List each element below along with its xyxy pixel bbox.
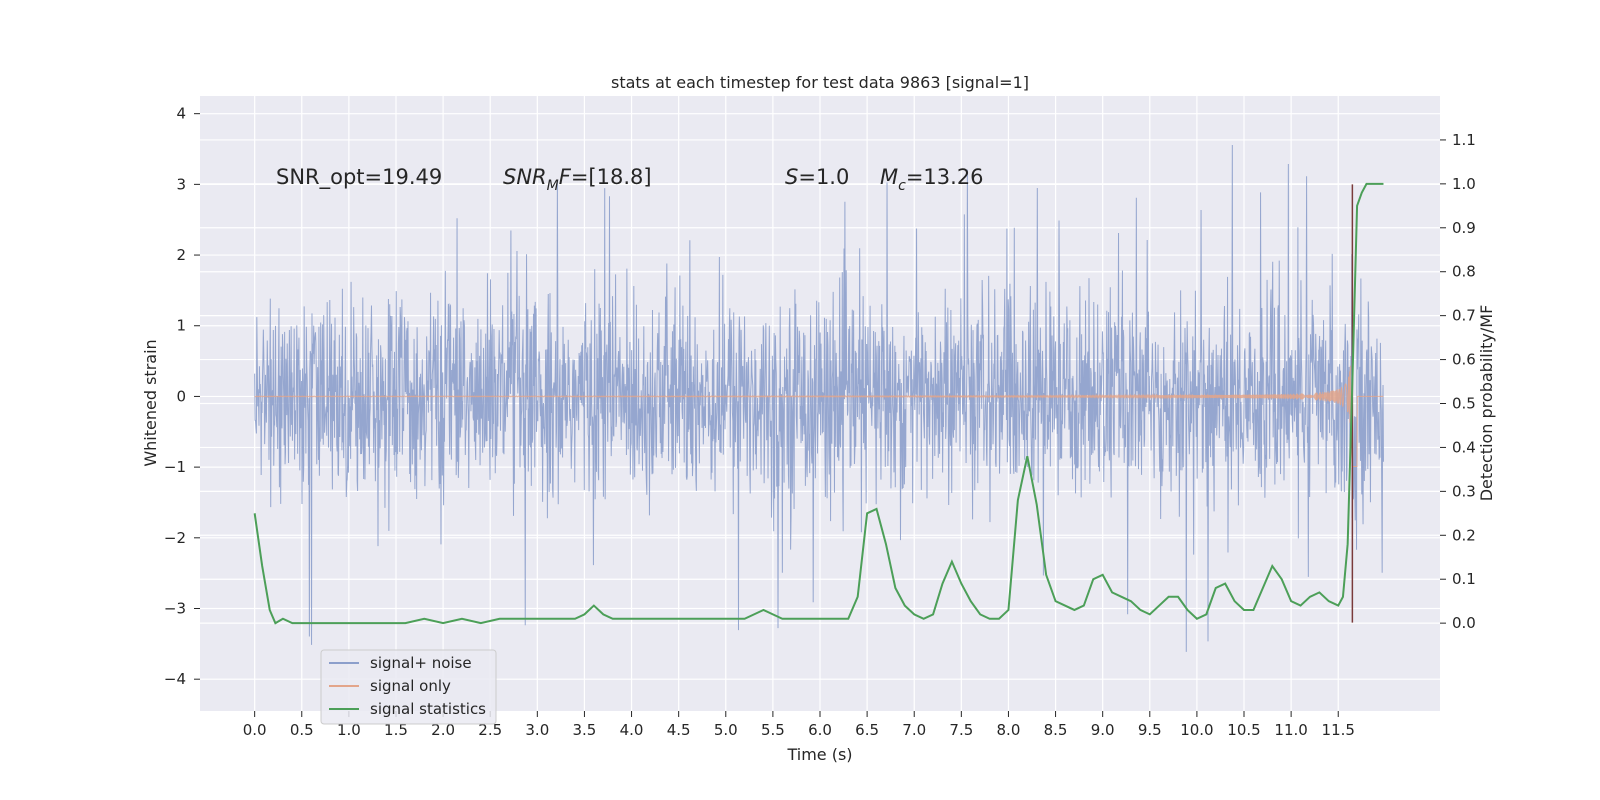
x-tick-label-9: 4.5 <box>667 721 691 739</box>
legend-label-signal-noise: signal+ noise <box>370 654 472 672</box>
series-signal-statistics <box>253 182 1384 625</box>
x-tick-label-22: 11.0 <box>1274 721 1307 739</box>
y-left-tick-label-8: −4 <box>164 670 186 688</box>
annotation-mc-subscript: c <box>898 178 906 194</box>
x-tick-label-2: 1.0 <box>337 721 361 739</box>
y-right-tick-label-5: 0.6 <box>1452 351 1476 369</box>
y-left-tick-label-2: 2 <box>176 246 186 264</box>
x-tick-label-12: 6.0 <box>808 721 832 739</box>
x-tick-label-13: 6.5 <box>855 721 879 739</box>
annotation-mc: Mc=13.26 <box>880 165 984 194</box>
x-axis-ticks: 0.0 0.5 1.0 1.5 2.0 2.5 3.0 3.5 4.0 4.5 5.0 5.5 6.0 6… <box>243 711 1355 739</box>
y-right-tick-label-10: 0.1 <box>1452 570 1476 588</box>
y-right-tick-label-6: 0.5 <box>1452 395 1476 413</box>
annotation-snr-mf-symbol: SNR <box>503 165 547 189</box>
x-tick-label-20: 10.0 <box>1180 721 1213 739</box>
y-left-tick-label-1: 3 <box>176 175 186 193</box>
series-layer <box>253 145 1384 652</box>
annotation-mc-value: =13.26 <box>906 165 984 189</box>
annotation-snr-mf-value: =[18.8] <box>571 165 652 189</box>
annotation-snr-opt: SNR_opt=19.49 <box>276 165 442 190</box>
y-left-tick-label-4: 0 <box>176 387 186 405</box>
y-axis-left-ticks: 4 3 2 1 0 −1 −2 −3 −4 <box>164 105 200 688</box>
x-tick-label-4: 2.0 <box>431 721 455 739</box>
x-tick-label-23: 11.5 <box>1322 721 1355 739</box>
x-tick-label-15: 7.5 <box>949 721 973 739</box>
annotation-mc-symbol: M <box>880 165 898 189</box>
y-right-tick-label-8: 0.3 <box>1452 482 1476 500</box>
x-tick-label-18: 9.0 <box>1091 721 1115 739</box>
annotation-s-value: =1.0 <box>798 165 849 189</box>
series-signal-noise <box>254 145 1384 652</box>
x-tick-label-21: 10.5 <box>1227 721 1260 739</box>
y-axis-right-label: Detection probability/MF <box>1477 305 1496 502</box>
y-right-tick-label-0: 1.1 <box>1452 131 1476 149</box>
y-left-tick-label-7: −3 <box>164 600 186 618</box>
y-left-tick-label-3: 1 <box>176 317 186 335</box>
x-tick-label-5: 2.5 <box>478 721 502 739</box>
legend-box <box>320 649 497 725</box>
legend-label-signal-only: signal only <box>370 677 451 695</box>
x-tick-label-0: 0.0 <box>243 721 267 739</box>
y-right-tick-label-4: 0.7 <box>1452 307 1476 325</box>
x-axis-label: Time (s) <box>786 745 852 764</box>
x-tick-label-6: 3.0 <box>525 721 549 739</box>
y-axis-right-ticks: 1.1 1.0 0.9 0.8 0.7 0.6 0.5 0.4 0.3 0.2 0.1 0.0 <box>1440 131 1476 632</box>
x-tick-label-1: 0.5 <box>290 721 314 739</box>
series-signal-only <box>254 365 1384 468</box>
y-left-tick-label-6: −2 <box>164 529 186 547</box>
x-tick-label-11: 5.5 <box>761 721 785 739</box>
chart-title: stats at each timestep for test data 986… <box>611 73 1029 92</box>
legend-label-signal-statistics: signal statistics <box>370 700 486 718</box>
legend: signal+ noise signal only signal statist… <box>320 649 497 725</box>
x-tick-label-19: 9.5 <box>1138 721 1162 739</box>
y-right-tick-label-7: 0.4 <box>1452 438 1476 456</box>
y-right-tick-label-3: 0.8 <box>1452 263 1476 281</box>
annotation-s-symbol: S <box>785 165 798 189</box>
x-tick-label-8: 4.0 <box>620 721 644 739</box>
y-left-tick-label-5: −1 <box>164 458 186 476</box>
x-tick-label-14: 7.0 <box>902 721 926 739</box>
x-tick-label-3: 1.5 <box>384 721 408 739</box>
x-tick-label-16: 8.0 <box>997 721 1021 739</box>
annotation-snr-mf-subscript: M <box>547 178 559 194</box>
y-left-tick-label-0: 4 <box>176 105 186 123</box>
y-right-tick-label-11: 0.0 <box>1452 614 1476 632</box>
annotation-snr-mf-symbol2: F <box>559 165 572 189</box>
annotation-snr-mf: SNRMF=[18.8] <box>503 165 652 194</box>
x-tick-label-17: 8.5 <box>1044 721 1068 739</box>
annotation-s: S=1.0 <box>785 165 849 189</box>
y-right-tick-label-2: 0.9 <box>1452 219 1476 237</box>
y-axis-left-label: Whitened strain <box>141 339 160 466</box>
y-right-tick-label-1: 1.0 <box>1452 175 1476 193</box>
x-tick-label-10: 5.0 <box>714 721 738 739</box>
y-right-tick-label-9: 0.2 <box>1452 526 1476 544</box>
x-tick-label-7: 3.5 <box>573 721 597 739</box>
